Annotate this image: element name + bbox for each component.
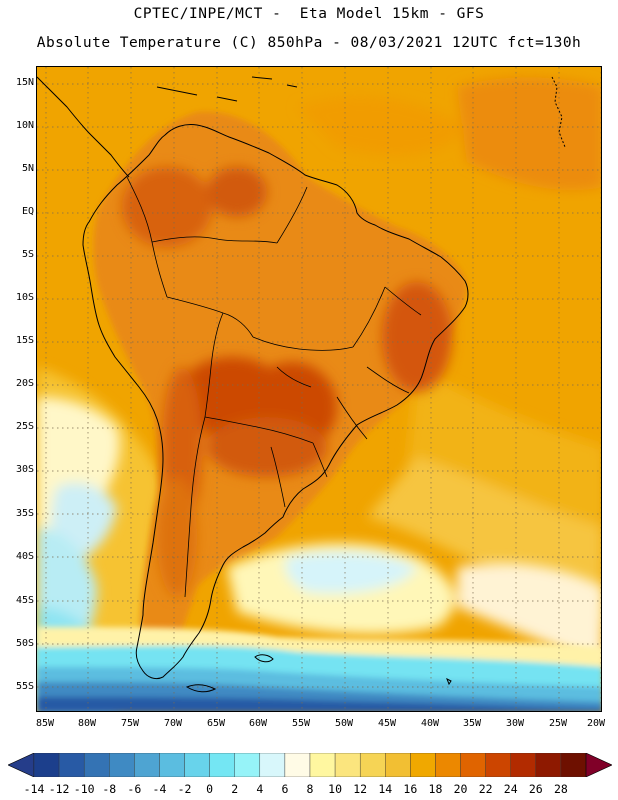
colorbar-swatch: [234, 753, 261, 777]
chart-title-line2: Absolute Temperature (C) 850hPa - 08/03/…: [36, 35, 582, 51]
colorbar-swatch: [485, 753, 511, 777]
colorbar-tick-label: 20: [453, 782, 468, 796]
colorbar-swatch: [109, 753, 135, 777]
colorbar-tick-label: 16: [403, 782, 418, 796]
colorbar-swatch: [535, 753, 562, 777]
colorbar-swatch: [159, 753, 185, 777]
colorbar-tick-label: 24: [503, 782, 518, 796]
lon-label: 50W: [334, 718, 354, 729]
lat-label: 5N: [21, 163, 34, 174]
colorbar-swatch: [435, 753, 461, 777]
colorbar-tick-label: 12: [353, 782, 368, 796]
lon-label: 30W: [505, 718, 525, 729]
colorbar-swatch: [184, 753, 210, 777]
colorbar-tick-label: -8: [102, 782, 117, 796]
lat-label: 25S: [15, 421, 34, 432]
lon-label: 25W: [548, 718, 568, 729]
colorbar-tick-label: 8: [306, 782, 314, 796]
colorbar-swatch: [209, 753, 235, 777]
colorbar-swatch: [334, 753, 361, 777]
map-svg: [37, 67, 601, 711]
colorbar-tick-label: -10: [73, 782, 95, 796]
coastline-caribbean-islands: [156, 76, 298, 102]
shading-layer-hot: [122, 167, 452, 597]
country-borders: [126, 176, 422, 598]
colorbar: [8, 753, 612, 777]
colorbar-swatch: [284, 753, 311, 777]
shading-layer-warm-ocean: [297, 77, 601, 191]
colorbar-tick-label: 14: [378, 782, 393, 796]
colorbar-tick-label: 4: [256, 782, 264, 796]
temperature-map: [36, 66, 602, 712]
lon-label: 20W: [586, 718, 606, 729]
lon-label: 65W: [206, 718, 226, 729]
colorbar-swatch: [385, 753, 411, 777]
colorbar-tick-label: 26: [528, 782, 543, 796]
colorbar-labels: -14 -12 -10 -8 -6 -4 -2 0 2 4 6 8 10 12 14 16 18 20 22 24 26…: [0, 782, 618, 796]
colorbar-swatch: [58, 753, 85, 777]
lat-label: 35S: [15, 508, 34, 519]
lat-label: 20S: [15, 378, 34, 389]
colorbar-tick-label: -6: [127, 782, 142, 796]
lon-label: 60W: [248, 718, 268, 729]
lat-label: EQ: [21, 206, 34, 217]
colorbar-swatch: [33, 753, 60, 777]
colorbar-tick-label: -14: [23, 782, 45, 796]
coastline-lesser-antilles: [551, 76, 566, 148]
colorbar-swatch: [460, 753, 486, 777]
lon-label: 75W: [120, 718, 140, 729]
colorbar-swatch: [309, 753, 336, 777]
colorbar-tick-label: 28: [553, 782, 568, 796]
lat-label: 15S: [15, 335, 34, 346]
colorbar-swatch: [410, 753, 436, 777]
lon-label: 35W: [462, 718, 482, 729]
lat-label: 30S: [15, 464, 34, 475]
colorbar-swatch: [560, 753, 587, 777]
coastline-central-america: [37, 76, 130, 178]
colorbar-swatch: [359, 753, 386, 777]
lat-label: 45S: [15, 595, 34, 606]
lat-label: 5S: [21, 249, 34, 260]
colorbar-tick-label: 0: [206, 782, 214, 796]
colorbar-tick-label: 10: [328, 782, 342, 796]
colorbar-tick-label: 18: [428, 782, 443, 796]
colorbar-tick-label: -12: [48, 782, 70, 796]
lat-label: 40S: [15, 551, 34, 562]
shading-layer-cold-atlantic: [227, 543, 601, 667]
colorbar-tick-label: -4: [152, 782, 167, 796]
chart-title-line1: CPTEC/INPE/MCT - Eta Model 15km - GFS: [133, 6, 485, 22]
colorbar-swatch: [510, 753, 537, 777]
lon-label: 70W: [163, 718, 183, 729]
lon-label: 45W: [377, 718, 397, 729]
southern-islands: [185, 654, 452, 693]
lat-label: 50S: [15, 638, 34, 649]
colorbar-tick-label: 6: [281, 782, 289, 796]
lat-label: 15N: [15, 77, 34, 88]
colorbar-tick-label: 22: [478, 782, 493, 796]
colorbar-swatch: [83, 753, 110, 777]
coastline-south-america: [82, 124, 469, 680]
colorbar-tick-label: 2: [231, 782, 239, 796]
lat-label: 10N: [15, 120, 34, 131]
colorbar-swatch: [134, 753, 160, 777]
colorbar-arrow-low: [8, 753, 35, 777]
colorbar-tick-label: -2: [177, 782, 192, 796]
colorbar-arrow-high: [585, 753, 612, 777]
lon-label: 40W: [420, 718, 440, 729]
lon-label: 80W: [77, 718, 97, 729]
lon-label: 85W: [35, 718, 55, 729]
lat-label: 55S: [15, 681, 34, 692]
lat-label: 10S: [15, 292, 34, 303]
lon-label: 55W: [291, 718, 311, 729]
colorbar-swatch: [259, 753, 286, 777]
